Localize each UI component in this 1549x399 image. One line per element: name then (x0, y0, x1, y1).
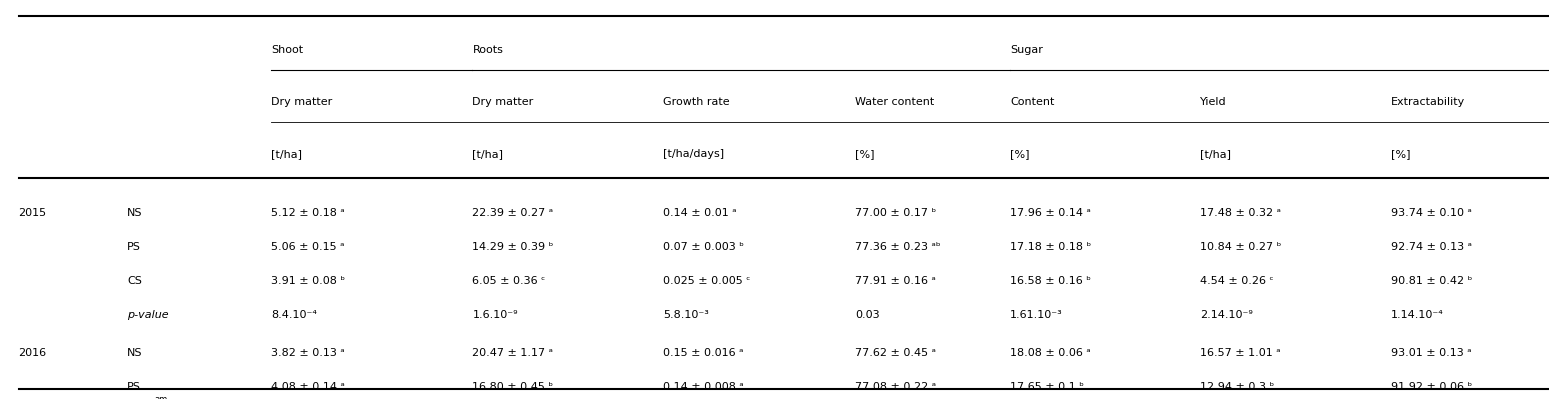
Text: 77.08 ± 0.22 ᵃ: 77.08 ± 0.22 ᵃ (855, 382, 936, 392)
Text: Sugar: Sugar (1010, 45, 1042, 55)
Text: 93.01 ± 0.13 ᵃ: 93.01 ± 0.13 ᵃ (1391, 348, 1472, 358)
Text: 16.57 ± 1.01 ᵃ: 16.57 ± 1.01 ᵃ (1200, 348, 1281, 358)
Text: p-value: p-value (127, 310, 169, 320)
Text: [t/ha]: [t/ha] (1200, 148, 1231, 159)
Text: Water content: Water content (855, 97, 934, 107)
Text: PS: PS (127, 382, 141, 392)
Text: 90.81 ± 0.42 ᵇ: 90.81 ± 0.42 ᵇ (1391, 276, 1473, 286)
Text: 77.00 ± 0.17 ᵇ: 77.00 ± 0.17 ᵇ (855, 208, 936, 219)
Text: 92.74 ± 0.13 ᵃ: 92.74 ± 0.13 ᵃ (1391, 242, 1472, 253)
Text: am: am (155, 395, 169, 399)
Text: 5.12 ± 0.18 ᵃ: 5.12 ± 0.18 ᵃ (271, 208, 345, 219)
Text: PS: PS (127, 242, 141, 253)
Text: 22.39 ± 0.27 ᵃ: 22.39 ± 0.27 ᵃ (472, 208, 553, 219)
Text: 77.36 ± 0.23 ᵃᵇ: 77.36 ± 0.23 ᵃᵇ (855, 242, 940, 253)
Text: 3.91 ± 0.08 ᵇ: 3.91 ± 0.08 ᵇ (271, 276, 345, 286)
Text: 1.61.10⁻³: 1.61.10⁻³ (1010, 310, 1063, 320)
Text: Extractability: Extractability (1391, 97, 1465, 107)
Text: 0.14 ± 0.008 ᵃ: 0.14 ± 0.008 ᵃ (663, 382, 744, 392)
Text: [t/ha]: [t/ha] (271, 148, 302, 159)
Text: 5.06 ± 0.15 ᵃ: 5.06 ± 0.15 ᵃ (271, 242, 344, 253)
Text: 1.14.10⁻⁴: 1.14.10⁻⁴ (1391, 310, 1444, 320)
Text: 17.18 ± 0.18 ᵇ: 17.18 ± 0.18 ᵇ (1010, 242, 1090, 253)
Text: [t/ha]: [t/ha] (472, 148, 503, 159)
Text: 5.8.10⁻³: 5.8.10⁻³ (663, 310, 709, 320)
Text: 12.94 ± 0.3 ᵇ: 12.94 ± 0.3 ᵇ (1200, 382, 1275, 392)
Text: Dry matter: Dry matter (472, 97, 534, 107)
Text: [t/ha/days]: [t/ha/days] (663, 148, 723, 159)
Text: 93.74 ± 0.10 ᵃ: 93.74 ± 0.10 ᵃ (1391, 208, 1472, 219)
Text: 0.025 ± 0.005 ᶜ: 0.025 ± 0.005 ᶜ (663, 276, 750, 286)
Text: 17.48 ± 0.32 ᵃ: 17.48 ± 0.32 ᵃ (1200, 208, 1281, 219)
Text: 14.29 ± 0.39 ᵇ: 14.29 ± 0.39 ᵇ (472, 242, 555, 253)
Text: CS: CS (127, 276, 143, 286)
Text: 2015: 2015 (19, 208, 46, 219)
Text: 18.08 ± 0.06 ᵃ: 18.08 ± 0.06 ᵃ (1010, 348, 1090, 358)
Text: 17.96 ± 0.14 ᵃ: 17.96 ± 0.14 ᵃ (1010, 208, 1090, 219)
Text: NS: NS (127, 348, 143, 358)
Text: 16.58 ± 0.16 ᵇ: 16.58 ± 0.16 ᵇ (1010, 276, 1090, 286)
Text: 77.62 ± 0.45 ᵃ: 77.62 ± 0.45 ᵃ (855, 348, 936, 358)
Text: [%]: [%] (1391, 148, 1411, 159)
Text: NS: NS (127, 208, 143, 219)
Text: 16.80 ± 0.45 ᵇ: 16.80 ± 0.45 ᵇ (472, 382, 553, 392)
Text: 8.4.10⁻⁴: 8.4.10⁻⁴ (271, 310, 318, 320)
Text: 2.14.10⁻⁹: 2.14.10⁻⁹ (1200, 310, 1253, 320)
Text: Dry matter: Dry matter (271, 97, 333, 107)
Text: 17.65 ± 0.1 ᵇ: 17.65 ± 0.1 ᵇ (1010, 382, 1084, 392)
Text: 77.91 ± 0.16 ᵃ: 77.91 ± 0.16 ᵃ (855, 276, 936, 286)
Text: 6.05 ± 0.36 ᶜ: 6.05 ± 0.36 ᶜ (472, 276, 545, 286)
Text: 0.14 ± 0.01 ᵃ: 0.14 ± 0.01 ᵃ (663, 208, 737, 219)
Text: Growth rate: Growth rate (663, 97, 730, 107)
Text: 0.15 ± 0.016 ᵃ: 0.15 ± 0.016 ᵃ (663, 348, 744, 358)
Text: [%]: [%] (1010, 148, 1030, 159)
Text: Content: Content (1010, 97, 1055, 107)
Text: Shoot: Shoot (271, 45, 304, 55)
Text: 2016: 2016 (19, 348, 46, 358)
Text: 91.92 ± 0.06 ᵇ: 91.92 ± 0.06 ᵇ (1391, 382, 1472, 392)
Text: 1.6.10⁻⁹: 1.6.10⁻⁹ (472, 310, 517, 320)
Text: 0.03: 0.03 (855, 310, 880, 320)
Text: 10.84 ± 0.27 ᵇ: 10.84 ± 0.27 ᵇ (1200, 242, 1283, 253)
Text: Roots: Roots (472, 45, 503, 55)
Text: 3.82 ± 0.13 ᵃ: 3.82 ± 0.13 ᵃ (271, 348, 345, 358)
Text: [%]: [%] (855, 148, 875, 159)
Text: 0.07 ± 0.003 ᵇ: 0.07 ± 0.003 ᵇ (663, 242, 744, 253)
Text: Yield: Yield (1200, 97, 1227, 107)
Text: 4.54 ± 0.26 ᶜ: 4.54 ± 0.26 ᶜ (1200, 276, 1275, 286)
Text: 4.08 ± 0.14 ᵃ: 4.08 ± 0.14 ᵃ (271, 382, 345, 392)
Text: 20.47 ± 1.17 ᵃ: 20.47 ± 1.17 ᵃ (472, 348, 553, 358)
